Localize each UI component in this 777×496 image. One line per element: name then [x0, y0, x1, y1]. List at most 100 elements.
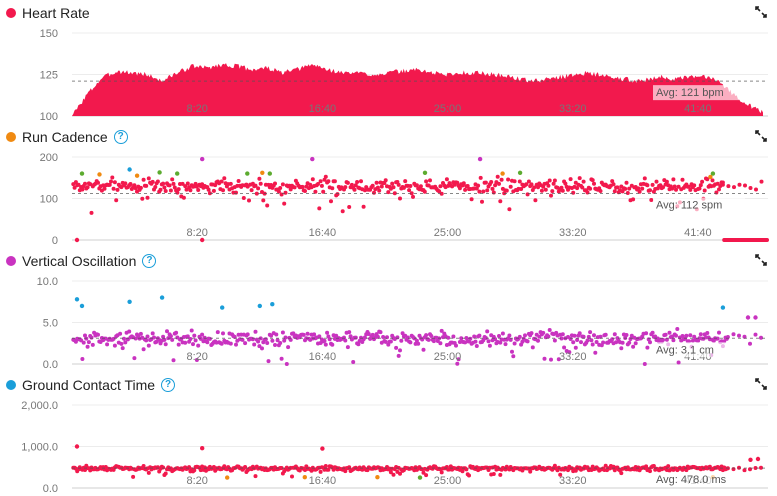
data-point — [183, 184, 188, 189]
data-point — [85, 185, 90, 190]
data-point — [221, 331, 225, 336]
data-point — [478, 175, 483, 180]
x-tick-label: 33:20 — [559, 227, 587, 239]
data-point — [128, 182, 133, 186]
data-point — [579, 340, 583, 345]
data-point — [623, 186, 628, 191]
data-point — [477, 333, 482, 338]
data-point — [377, 188, 382, 193]
data-point — [644, 331, 649, 336]
data-point — [399, 338, 404, 343]
y-tick-label: 1,000.0 — [21, 442, 58, 454]
data-point — [150, 331, 155, 336]
data-point — [636, 186, 641, 191]
data-point — [283, 190, 288, 195]
data-point — [345, 345, 350, 350]
panel-title-text: Vertical Oscillation — [22, 253, 137, 269]
expand-icon[interactable] — [755, 130, 767, 142]
data-point — [753, 466, 758, 470]
data-point — [115, 187, 120, 192]
data-point — [498, 472, 503, 477]
data-point — [483, 180, 488, 185]
highlight-point — [200, 446, 205, 451]
data-point — [424, 179, 429, 184]
help-icon[interactable]: ? — [113, 130, 128, 144]
data-point — [288, 337, 293, 342]
data-point — [388, 339, 393, 344]
data-point — [504, 188, 509, 193]
data-point — [523, 333, 527, 338]
data-point — [650, 330, 655, 335]
data-point — [325, 330, 330, 335]
data-point — [748, 341, 752, 346]
data-point — [335, 192, 340, 197]
data-point — [174, 330, 179, 335]
data-point — [172, 185, 177, 190]
expand-icon[interactable] — [755, 6, 767, 18]
data-point — [163, 342, 168, 347]
data-point — [464, 336, 469, 340]
data-point — [759, 179, 764, 184]
data-point — [408, 340, 413, 345]
data-point — [650, 182, 655, 187]
data-point — [286, 345, 291, 350]
data-point — [150, 179, 155, 184]
data-point — [508, 184, 513, 189]
average-label: Avg: 112 spm — [656, 200, 722, 212]
data-point — [526, 179, 531, 184]
data-point — [753, 332, 758, 337]
run-cadence-panel: Run Cadence ? 200 100 0 8:20 16:40 25:00 33:20… — [0, 124, 777, 248]
data-point — [396, 182, 401, 187]
ground-contact-time-chart: 2,000.01,000.00.08:2016:4025:0033:2041:4… — [21, 400, 768, 495]
data-point — [651, 464, 656, 468]
data-point — [278, 341, 283, 345]
data-point — [80, 187, 85, 192]
data-point — [424, 473, 429, 478]
data-point — [188, 337, 193, 341]
y-tick-label: 100 — [40, 111, 58, 123]
data-point — [249, 188, 254, 193]
data-point — [273, 181, 277, 186]
data-point — [168, 334, 173, 339]
average-label: Avg: 3.1 cm — [656, 344, 714, 356]
data-point — [517, 179, 522, 184]
data-point — [549, 193, 553, 198]
expand-icon[interactable] — [755, 254, 767, 266]
data-point — [353, 183, 358, 188]
help-icon[interactable]: ? — [142, 254, 157, 268]
panel-title: Ground Contact Time ? — [6, 376, 176, 394]
data-point — [383, 339, 388, 344]
data-point — [571, 340, 576, 345]
data-point — [477, 189, 482, 194]
data-point — [329, 199, 333, 204]
help-icon[interactable]: ? — [161, 378, 176, 392]
heart-rate-panel: Heart Rate 150 125 100 8:20 16:40 25:00 33:20 4… — [0, 0, 777, 124]
data-point — [330, 342, 335, 347]
data-point — [467, 473, 471, 478]
data-point — [737, 333, 741, 338]
data-point — [661, 185, 665, 190]
data-point — [398, 348, 402, 353]
highlight-point — [745, 315, 751, 320]
data-point — [726, 184, 731, 189]
data-point — [414, 183, 419, 188]
data-point — [282, 201, 287, 206]
data-point — [439, 470, 444, 475]
data-point — [455, 180, 460, 185]
data-point — [429, 334, 434, 338]
data-point — [474, 344, 479, 348]
data-point — [347, 205, 352, 209]
data-point — [185, 334, 190, 339]
data-point — [468, 336, 473, 341]
data-point — [120, 346, 125, 351]
data-point — [456, 357, 461, 362]
data-point — [256, 186, 261, 191]
x-tick-label: 8:20 — [186, 227, 207, 239]
data-point — [748, 186, 753, 190]
expand-icon[interactable] — [755, 378, 767, 390]
data-point — [351, 360, 356, 364]
data-point — [528, 469, 533, 474]
data-point — [598, 189, 603, 193]
data-point — [211, 188, 216, 193]
